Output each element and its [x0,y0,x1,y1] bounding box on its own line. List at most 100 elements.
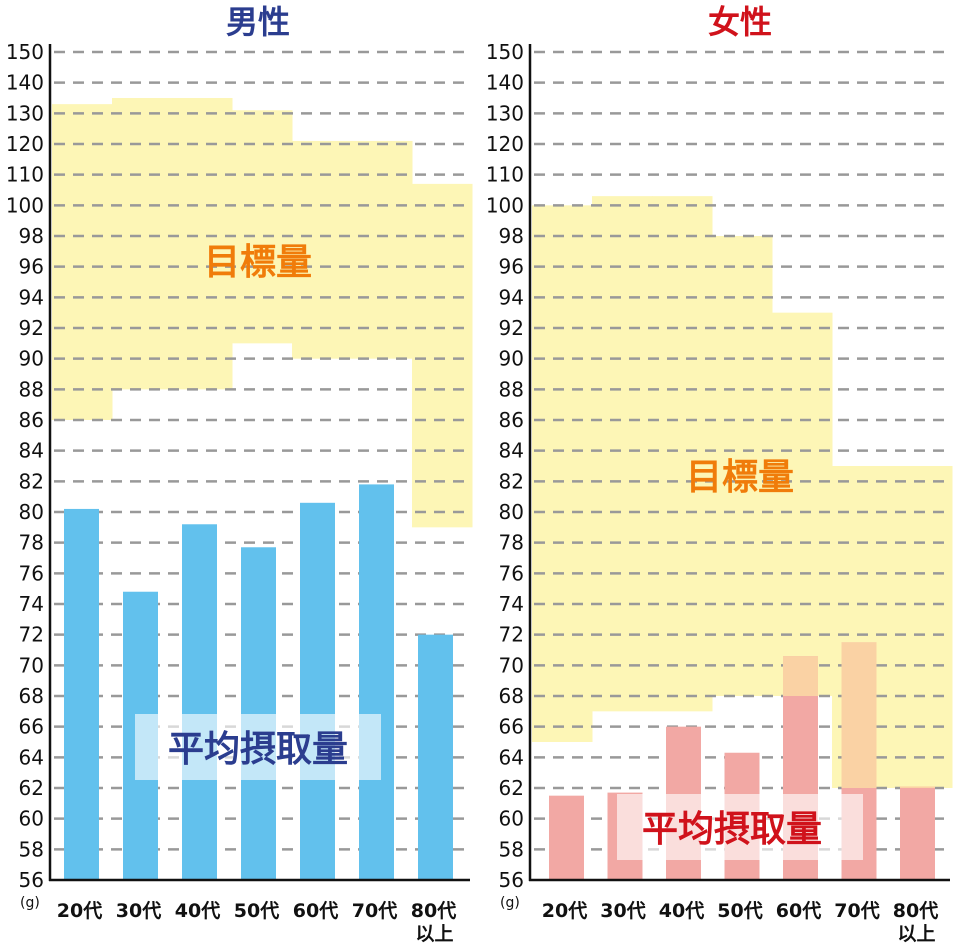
target-label: 目標量 [204,242,312,283]
chart-2: 56 58 60 62 64 66 68 70 72 74 76 78 80 82 84 86 88 90 92 94… [486,3,953,945]
x-tick-label: 20代 [57,900,102,922]
y-tick-label: 80 [19,500,44,524]
y-tick-label: 74 [19,592,44,616]
y-tick-label: 58 [19,837,44,861]
x-tick-label: 40代 [175,900,220,922]
y-tick-label: 100 [6,193,44,217]
y-tick-label: 98 [499,224,524,248]
target-band-segment [112,98,173,390]
intake-label-box [135,714,381,780]
y-tick-label: 96 [19,255,44,279]
x-tick-sublabel: 以上 [415,923,453,945]
intake-label-box [617,794,863,860]
y-tick-label: 78 [499,531,524,555]
y-tick-label: 68 [19,684,44,708]
y-tick-label: 64 [499,745,524,769]
y-tick-label: 88 [499,377,524,401]
y-tick-label: 70 [499,653,524,677]
bar [64,508,99,880]
y-tick-label: 86 [499,408,524,432]
bar [900,786,935,880]
bar [359,484,394,880]
y-tick-label: 140 [486,71,524,95]
intake-label: 平均摂取量 [642,809,822,850]
y-unit-label: (g) [500,895,520,911]
y-tick-label: 150 [6,40,44,64]
y-tick-label: 76 [19,561,44,585]
x-tick-label: 20代 [542,900,587,922]
bar [549,795,584,880]
y-tick-label: 56 [499,868,524,892]
y-tick-label: 110 [6,163,44,187]
y-tick-label: 72 [19,623,44,647]
y-tick-label: 94 [499,285,524,309]
y-tick-label: 68 [499,684,524,708]
chart-1: 56 58 60 62 64 66 68 70 72 74 76 78 80 82 84 86 88 90 92 94… [6,3,473,945]
y-tick-label: 58 [499,837,524,861]
target-band-segment [412,183,473,528]
y-tick-label: 140 [6,71,44,95]
x-tick-label: 80代 [411,900,456,922]
target-band-segment [52,104,113,420]
x-tick-label: 50代 [234,900,279,922]
y-tick-label: 78 [19,531,44,555]
bar [241,547,276,880]
target-band-segment [292,140,353,359]
y-tick-label: 110 [486,163,524,187]
y-tick-label: 80 [499,500,524,524]
y-tick-label: 130 [486,101,524,125]
y-tick-label: 60 [19,807,44,831]
y-tick-label: 92 [19,316,44,340]
x-tick-label: 50代 [717,900,762,922]
y-tick-label: 62 [19,776,44,800]
target-band-segment [352,140,413,359]
target-band-segment [652,196,713,712]
x-tick-label: 70代 [834,900,879,922]
y-tick-label: 84 [19,439,44,463]
x-tick-sublabel: 以上 [897,923,935,945]
x-tick-label: 40代 [659,900,704,922]
y-tick-label: 70 [19,653,44,677]
target-band-segment [592,196,653,712]
bar-target-overlap [900,786,935,788]
y-tick-label: 66 [499,715,524,739]
target-band-segment [232,110,293,344]
chart-title: 女性 [708,3,772,41]
y-tick-label: 100 [486,193,524,217]
x-tick-label: 30代 [600,900,645,922]
y-tick-label: 56 [19,868,44,892]
y-tick-label: 62 [499,776,524,800]
y-tick-label: 98 [19,224,44,248]
y-tick-label: 88 [19,377,44,401]
target-band-segment [772,312,833,696]
intake-label: 平均摂取量 [168,729,348,770]
x-tick-label: 60代 [293,900,338,922]
y-tick-label: 90 [499,347,524,371]
y-unit-label: (g) [20,895,40,911]
bar-target-overlap [783,656,818,696]
y-tick-label: 82 [19,469,44,493]
target-band-segment [532,205,593,743]
y-tick-label: 96 [499,255,524,279]
bar [182,524,217,880]
y-tick-label: 130 [6,101,44,125]
y-tick-label: 86 [19,408,44,432]
target-band-segment [172,98,233,390]
chart-title: 男性 [226,3,290,41]
x-tick-label: 30代 [116,900,161,922]
bar [300,502,335,880]
y-tick-label: 76 [499,561,524,585]
x-tick-label: 80代 [893,900,938,922]
y-tick-label: 64 [19,745,44,769]
y-tick-label: 82 [499,469,524,493]
target-band-segment [892,466,953,788]
y-tick-label: 74 [499,592,524,616]
bar-target-overlap [841,642,877,788]
x-tick-label: 70代 [352,900,397,922]
y-tick-label: 120 [6,132,44,156]
y-tick-label: 90 [19,347,44,371]
y-tick-label: 66 [19,715,44,739]
x-tick-label: 60代 [776,900,821,922]
target-band-segment [712,236,773,696]
